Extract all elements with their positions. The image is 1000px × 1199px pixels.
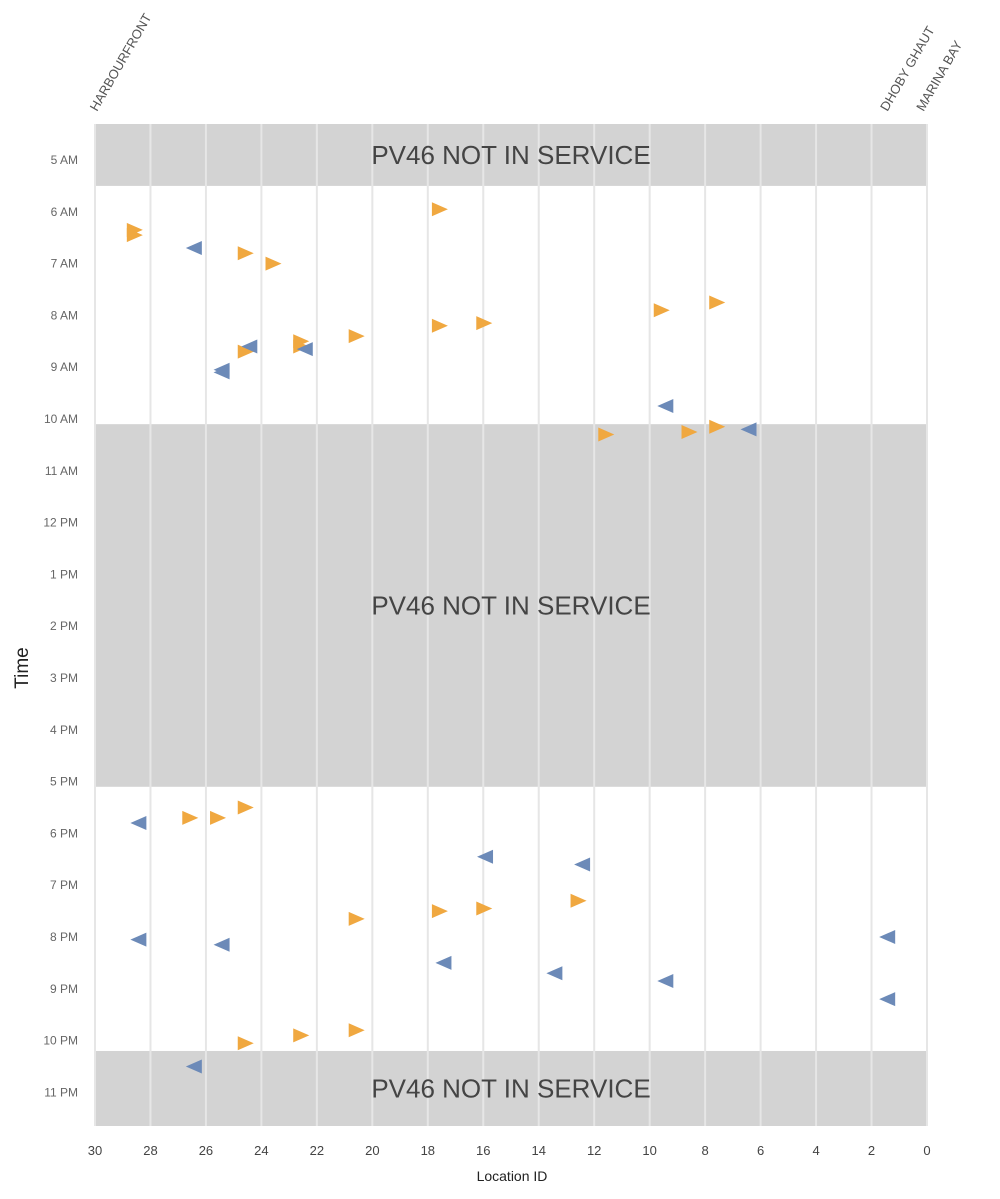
marker-right xyxy=(570,893,587,908)
marker-left xyxy=(185,241,202,256)
x-tick-label: 6 xyxy=(757,1143,764,1158)
x-tick-label: 2 xyxy=(868,1143,875,1158)
marker-left xyxy=(657,974,674,989)
x-axis-ticks: 30 28 26 24 22 20 18 16 14 12 10 8 6 4 2 0 xyxy=(88,1143,931,1158)
marker-right xyxy=(476,901,493,916)
y-axis-title: Time xyxy=(12,647,33,689)
y-tick-label: 12 PM xyxy=(43,516,78,530)
x-tick-label: 20 xyxy=(365,1143,379,1158)
y-tick-label: 7 PM xyxy=(50,878,78,892)
y-tick-label: 4 PM xyxy=(50,723,78,737)
marker-right xyxy=(709,295,726,310)
x-tick-label: 4 xyxy=(812,1143,819,1158)
marker-right xyxy=(237,246,254,261)
x-tick-label: 12 xyxy=(587,1143,601,1158)
x-tick-label: 18 xyxy=(421,1143,435,1158)
marker-right xyxy=(476,316,493,331)
y-tick-label: 3 PM xyxy=(50,671,78,685)
y-tick-label: 9 AM xyxy=(51,360,78,374)
band-2 xyxy=(95,1050,927,1126)
marker-left xyxy=(657,399,674,414)
marker-right xyxy=(653,303,670,318)
marker-right xyxy=(709,419,726,434)
marker-left xyxy=(546,966,563,981)
marker-right xyxy=(293,339,310,354)
x-axis-title: Location ID xyxy=(477,1168,548,1184)
band-0 xyxy=(95,124,927,186)
x-tick-label: 26 xyxy=(199,1143,213,1158)
not-in-service-labels: PV46 NOT IN SERVICE PV46 NOT IN SERVICE PV… xyxy=(371,140,650,1104)
band-label-2: PV46 NOT IN SERVICE xyxy=(371,1073,650,1103)
marker-left xyxy=(574,857,591,872)
y-tick-label: 11 AM xyxy=(45,464,78,478)
marker-left xyxy=(213,937,230,952)
x-tick-label: 30 xyxy=(88,1143,102,1158)
marker-right xyxy=(431,202,448,217)
marker-right xyxy=(210,810,227,825)
marker-left xyxy=(296,342,313,357)
marker-right xyxy=(182,810,199,825)
marker-left xyxy=(740,422,757,437)
y-tick-label: 2 PM xyxy=(50,619,78,633)
marker-right xyxy=(681,424,698,439)
y-tick-label: 11 PM xyxy=(44,1085,78,1099)
band-label-0: PV46 NOT IN SERVICE xyxy=(371,140,650,170)
marker-right xyxy=(348,911,365,926)
y-tick-label: 9 PM xyxy=(50,982,78,996)
y-tick-label: 5 PM xyxy=(50,775,78,789)
marker-right xyxy=(348,1023,365,1038)
y-tick-label: 7 AM xyxy=(51,257,78,271)
band-1 xyxy=(95,424,927,787)
marker-right xyxy=(431,318,448,333)
not-in-service-bands xyxy=(95,124,927,1126)
y-tick-label: 1 PM xyxy=(50,567,78,581)
y-tick-label: 8 AM xyxy=(51,308,78,322)
data-points xyxy=(126,202,896,1074)
x-tick-label: 22 xyxy=(310,1143,324,1158)
marker-right xyxy=(237,1036,254,1051)
marker-left xyxy=(435,955,452,970)
y-tick-label: 8 PM xyxy=(50,930,78,944)
marker-left xyxy=(130,932,147,947)
marker-right xyxy=(237,344,254,359)
x-tick-label: 10 xyxy=(642,1143,656,1158)
y-tick-label: 6 AM xyxy=(51,205,78,219)
marker-left xyxy=(477,849,494,864)
marker-left xyxy=(879,992,896,1007)
grid-lines xyxy=(94,124,928,1126)
marker-left xyxy=(879,930,896,944)
marker-right xyxy=(265,256,282,271)
x-tick-label: 8 xyxy=(702,1143,709,1158)
x-tick-label: 24 xyxy=(254,1143,268,1158)
y-tick-label: 6 PM xyxy=(50,826,78,840)
x-tick-label: 0 xyxy=(923,1143,930,1158)
y-tick-label: 10 AM xyxy=(44,412,78,426)
y-tick-label: 10 PM xyxy=(43,1034,78,1048)
marker-left xyxy=(130,816,147,831)
y-tick-label: 5 AM xyxy=(51,153,78,167)
marker-right xyxy=(293,1028,310,1043)
marker-right xyxy=(348,329,365,344)
band-label-1: PV46 NOT IN SERVICE xyxy=(371,590,650,620)
marker-right xyxy=(598,427,615,442)
marker-right xyxy=(126,228,143,243)
marker-left xyxy=(241,339,258,354)
x-tick-label: 28 xyxy=(143,1143,157,1158)
marker-right xyxy=(431,904,448,919)
marker-right xyxy=(237,800,254,815)
x-tick-label: 16 xyxy=(476,1143,490,1158)
marker-left xyxy=(185,1059,202,1074)
marker-left xyxy=(213,365,230,380)
x-tick-label: 14 xyxy=(531,1143,545,1158)
y-axis-ticks: 5 AM 6 AM 7 AM 8 AM 9 AM 10 AM 11 AM 12 PM 1 PM 2… xyxy=(43,153,78,1099)
